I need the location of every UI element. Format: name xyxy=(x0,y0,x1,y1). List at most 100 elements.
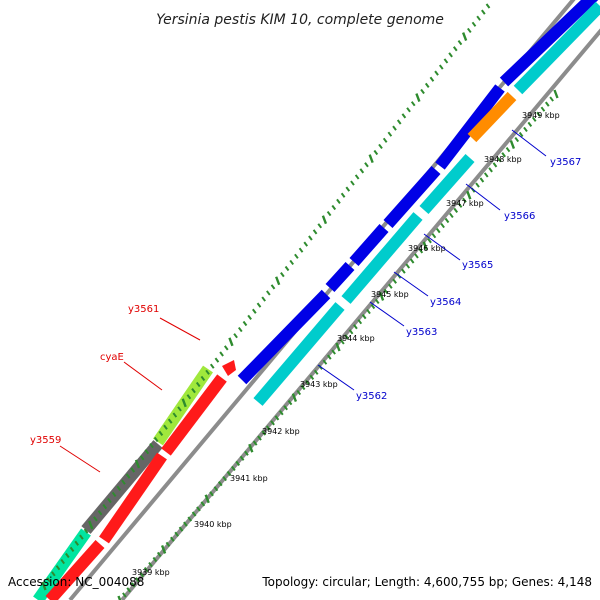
inner-tick xyxy=(540,106,546,112)
outer-tick xyxy=(420,88,425,95)
feature-forward-gene-2 xyxy=(99,452,167,544)
leader-y3561 xyxy=(159,317,201,341)
outer-tick xyxy=(289,259,295,266)
outer-tick xyxy=(242,320,248,327)
gene-label-y3562: y3562 xyxy=(356,391,387,402)
outer-tick xyxy=(448,52,453,58)
gene-label-y3559: y3559 xyxy=(30,435,61,446)
outer-tick xyxy=(55,565,61,571)
inner-tick xyxy=(191,511,197,517)
genome-summary: Topology: circular; Length: 4,600,755 bp… xyxy=(261,575,592,589)
inner-tick xyxy=(335,342,341,352)
tick-label-3945-kbp: 3945 kbp xyxy=(371,290,409,299)
inner-tick xyxy=(126,587,132,593)
inner-tick xyxy=(213,486,219,492)
outer-tick xyxy=(424,82,430,88)
inner-tick xyxy=(148,561,153,568)
tick-label-3942-kbp: 3942 kbp xyxy=(262,427,300,436)
inner-tick xyxy=(462,197,467,203)
inner-tick xyxy=(326,354,332,360)
inner-tick xyxy=(370,303,376,310)
inner-tick xyxy=(483,172,489,178)
outer-tick xyxy=(312,229,318,235)
inner-tick xyxy=(392,278,397,284)
outer-tick xyxy=(345,186,351,192)
outer-tick xyxy=(149,442,154,449)
outer-tick xyxy=(457,40,463,46)
inner-tick xyxy=(427,238,432,244)
outer-tick xyxy=(153,436,159,443)
inner-tick xyxy=(244,450,249,456)
outer-tick xyxy=(434,70,439,76)
feature-cyan-2 xyxy=(341,212,423,304)
outer-tick xyxy=(247,314,252,320)
outer-tick xyxy=(373,149,379,156)
outer-tick xyxy=(481,9,486,15)
outer-tick xyxy=(354,174,360,180)
outer-tick xyxy=(462,32,468,41)
feature-y3562 xyxy=(253,302,345,406)
inner-tick xyxy=(178,526,184,532)
inner-tick xyxy=(143,567,149,573)
outer-tick xyxy=(467,27,472,34)
inner-tick xyxy=(257,435,262,441)
inner-tick xyxy=(431,233,437,239)
outer-tick xyxy=(406,107,411,113)
inner-tick xyxy=(200,501,206,507)
inner-tick xyxy=(553,89,559,99)
inner-tick xyxy=(518,131,524,138)
inner-tick xyxy=(122,592,127,598)
outer-tick xyxy=(387,131,393,137)
outer-tick xyxy=(336,198,341,204)
inner-tick xyxy=(514,136,520,143)
gene-label-y3564: y3564 xyxy=(430,297,461,308)
tick-label-3940-kbp: 3940 kbp xyxy=(194,520,232,529)
outer-tick xyxy=(321,215,328,225)
inner-tick xyxy=(152,556,158,563)
outer-tick xyxy=(97,510,103,516)
inner-tick xyxy=(305,379,310,386)
inner-tick xyxy=(505,147,511,153)
inner-tick xyxy=(160,544,167,554)
outer-tick xyxy=(88,520,94,530)
inner-tick xyxy=(361,314,367,320)
tick-label-3944-kbp: 3944 kbp xyxy=(337,334,375,343)
inner-tick xyxy=(357,319,363,325)
leader-y3563 xyxy=(369,301,405,327)
feature-reverse-gene-6 xyxy=(499,0,599,87)
outer-tick xyxy=(51,571,56,577)
inner-tick xyxy=(366,308,371,315)
outer-tick xyxy=(443,58,449,64)
inner-tick xyxy=(309,374,315,380)
outer-tick xyxy=(107,497,112,504)
inner-tick xyxy=(300,384,306,391)
inner-tick xyxy=(235,460,241,466)
inner-tick xyxy=(340,339,345,345)
inner-tick xyxy=(405,263,411,269)
inner-tick xyxy=(383,288,389,294)
inner-tick xyxy=(401,268,406,274)
accession-label: Accession: NC_004088 xyxy=(8,575,144,589)
inner-tick xyxy=(409,258,415,264)
inner-tick xyxy=(265,425,271,431)
inner-tick xyxy=(222,475,227,482)
outer-tick xyxy=(331,204,337,211)
inner-tick xyxy=(488,167,493,173)
inner-tick xyxy=(231,465,236,472)
outer-tick xyxy=(252,308,257,314)
outer-tick xyxy=(163,424,168,430)
outer-tick xyxy=(294,253,299,259)
outer-tick xyxy=(111,491,117,498)
outer-tick xyxy=(93,516,98,522)
outer-tick xyxy=(83,528,89,534)
tick-label-3943-kbp: 3943 kbp xyxy=(300,380,338,389)
outer-tick xyxy=(382,137,388,143)
outer-tick xyxy=(303,241,309,247)
inner-tick xyxy=(422,241,428,251)
outer-tick xyxy=(429,76,435,82)
inner-tick xyxy=(130,582,136,588)
outer-tick xyxy=(219,351,224,357)
outer-tick xyxy=(340,192,346,198)
